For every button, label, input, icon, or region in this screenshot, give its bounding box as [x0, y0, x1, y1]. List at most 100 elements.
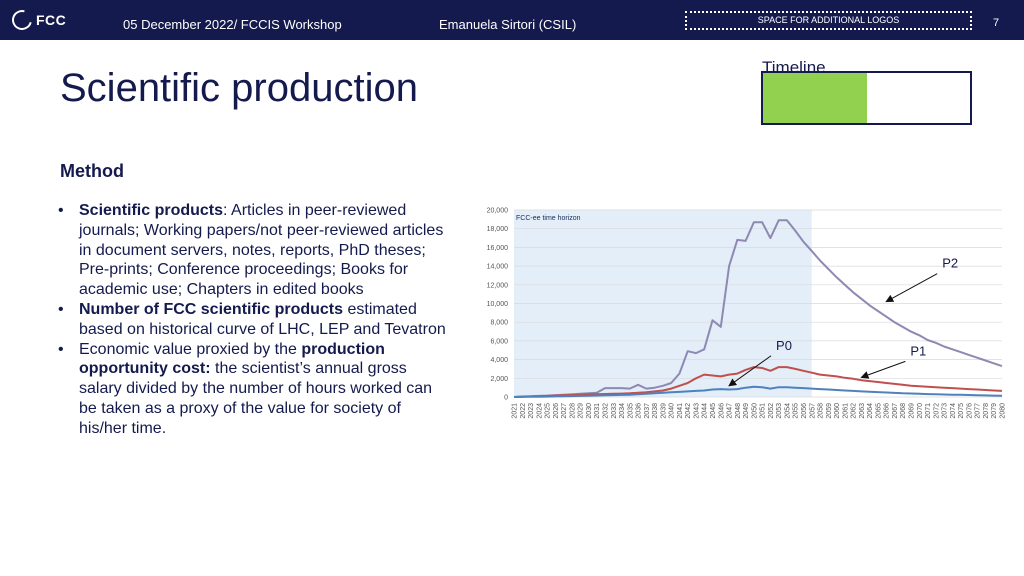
annotation-label-p2: P2 — [942, 256, 958, 271]
header-bar: FCC 05 December 2022/ FCCIS Workshop Ema… — [0, 0, 1024, 40]
timeline-progress-fill — [763, 73, 867, 123]
x-tick-label: 2066 — [884, 403, 891, 419]
x-tick-label: 2053 — [776, 403, 783, 419]
annotation-label-p0: P0 — [776, 338, 792, 353]
x-tick-label: 2076 — [966, 403, 973, 419]
bullet-bold: Number of FCC scientific products — [79, 300, 344, 318]
x-tick-label: 2071 — [925, 403, 932, 419]
annotation-arrow-p0 — [728, 355, 772, 387]
x-tick-label: 2035 — [627, 403, 634, 419]
x-tick-label: 2042 — [685, 403, 692, 419]
logo-text: FCC — [36, 12, 67, 28]
x-tick-label: 2027 — [561, 403, 568, 419]
y-tick-label: 10,000 — [487, 301, 509, 308]
bullet-text: Economic value proxied by the — [79, 340, 302, 358]
fcc-ring-icon — [8, 6, 36, 34]
x-tick-label: 2044 — [702, 403, 709, 419]
y-tick-label: 16,000 — [487, 245, 509, 252]
y-tick-label: 8,000 — [490, 320, 508, 327]
timeline-progress — [761, 71, 972, 125]
x-tick-label: 2061 — [842, 403, 849, 419]
x-tick-label: 2034 — [619, 403, 626, 419]
bullet-text: estimated based on historical curve of L… — [79, 300, 446, 338]
x-tick-label: 2079 — [991, 403, 998, 419]
x-tick-label: 2025 — [545, 403, 552, 419]
scientific-production-chart: FCC-ee time horizon 0 2,000 4,000 6,000 8,000… — [487, 208, 1007, 419]
x-tick-label: 2032 — [602, 403, 609, 419]
x-tick-label: 2068 — [900, 403, 907, 419]
x-tick-label: 2060 — [834, 403, 841, 419]
x-tick-label: 2024 — [536, 403, 543, 419]
method-bullets: Scientific products: Articles in peer-re… — [58, 201, 453, 439]
header-date-event: 05 December 2022/ FCCIS Workshop — [123, 17, 342, 32]
x-tick-label: 2055 — [793, 403, 800, 419]
x-tick-label: 2037 — [644, 403, 651, 419]
x-tick-label: 2050 — [751, 403, 758, 419]
x-tick-label: 2026 — [553, 403, 560, 419]
y-tick-label: 2,000 — [490, 376, 508, 383]
x-tick-label: 2021 — [512, 403, 519, 419]
annotation-arrow-p2 — [885, 273, 938, 303]
bullet-bold: production opportunity cost: — [79, 340, 385, 378]
x-tick-label: 2043 — [693, 403, 700, 419]
x-tick-label: 2038 — [652, 403, 659, 419]
x-tick-label: 2073 — [942, 403, 949, 419]
fcc-logo: FCC — [8, 6, 67, 34]
method-heading: Method — [60, 161, 124, 181]
x-tick-label: 2048 — [735, 403, 742, 419]
x-tick-label: 2077 — [975, 403, 982, 419]
x-tick-label: 2056 — [801, 403, 808, 419]
x-tick-label: 2051 — [760, 403, 767, 419]
x-tick-label: 2040 — [669, 403, 676, 419]
x-tick-label: 2036 — [636, 403, 643, 419]
x-tick-label: 2075 — [958, 403, 965, 419]
slide-title: Scientific production — [60, 66, 418, 110]
y-tick-label: 0 — [504, 395, 508, 402]
x-tick-label: 2064 — [867, 403, 874, 419]
x-tick-label: 2058 — [818, 403, 825, 419]
x-tick-label: 2080 — [1000, 403, 1007, 419]
x-tick-label: 2030 — [586, 403, 593, 419]
x-tick-label: 2028 — [569, 403, 576, 419]
logos-placeholder: SPACE FOR ADDITIONAL LOGOS — [685, 11, 972, 30]
x-tick-label: 2054 — [784, 403, 791, 419]
x-tick-label: 2046 — [718, 403, 725, 419]
x-tick-label: 2078 — [983, 403, 990, 419]
timeline-label: Timeline — [762, 58, 826, 77]
x-tick-label: 2070 — [917, 403, 924, 419]
annotation-arrow-p1 — [860, 360, 906, 379]
bullet-text: : Articles in peer-reviewed journals; Wo… — [79, 202, 444, 299]
y-tick-label: 18,000 — [487, 226, 509, 233]
series-line-p2 — [513, 219, 1003, 398]
horizon-label: FCC-ee time horizon — [516, 215, 581, 222]
x-tick-label: 2065 — [875, 403, 882, 419]
y-tick-label: 14,000 — [487, 264, 509, 271]
y-tick-label: 6,000 — [490, 338, 508, 345]
x-tick-label: 2057 — [809, 403, 816, 419]
x-tick-label: 2023 — [528, 403, 535, 419]
bullet-bold: Scientific products — [79, 202, 224, 219]
series-line-p0 — [513, 385, 1003, 398]
annotation-label-p1: P1 — [910, 343, 926, 358]
y-tick-label: 20,000 — [487, 208, 509, 215]
header-author: Emanuela Sirtori (CSIL) — [439, 17, 577, 32]
bullet-scientific-products: Scientific products: Articles in peer-re… — [58, 201, 453, 300]
x-tick-label: 2022 — [520, 403, 527, 419]
x-tick-label: 2059 — [826, 403, 833, 419]
x-tick-label: 2049 — [743, 403, 750, 419]
x-tick-label: 2063 — [859, 403, 866, 419]
y-tick-label: 4,000 — [490, 357, 508, 364]
x-tick-label: 2067 — [892, 403, 899, 419]
y-tick-label: 12,000 — [487, 282, 509, 289]
x-tick-label: 2033 — [611, 403, 618, 419]
x-tick-label: 2047 — [727, 403, 734, 419]
x-tick-label: 2072 — [933, 403, 940, 419]
series-line-p1 — [513, 366, 1003, 398]
x-tick-label: 2074 — [950, 403, 957, 419]
x-tick-label: 2062 — [851, 403, 858, 419]
x-tick-label: 2029 — [578, 403, 585, 419]
page-number: 7 — [993, 17, 1000, 29]
bullet-number-products: Number of FCC scientific products estima… — [58, 300, 453, 340]
x-tick-label: 2031 — [594, 403, 601, 419]
x-tick-label: 2069 — [909, 403, 916, 419]
